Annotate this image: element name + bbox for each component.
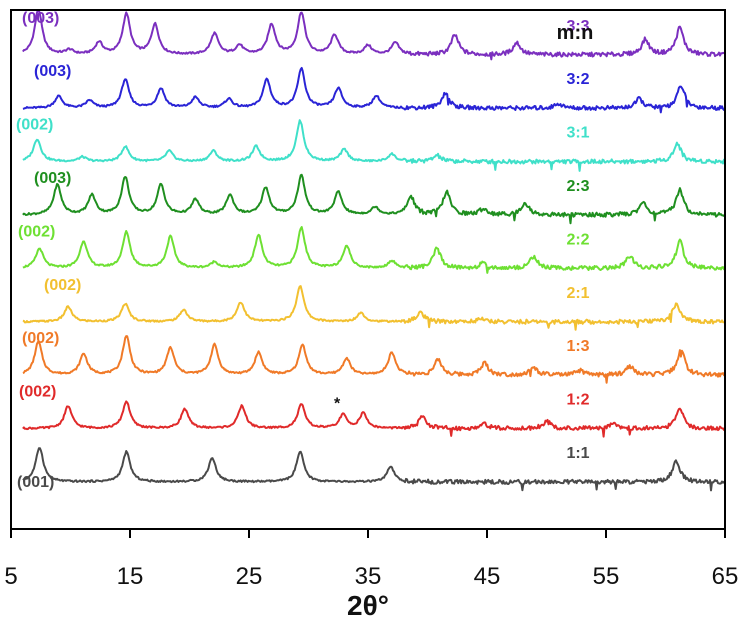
x-tick-label: 5 xyxy=(4,563,17,590)
x-tick-label: 45 xyxy=(474,563,501,590)
series-line-2-1 xyxy=(22,285,726,331)
ratio-label-2-1: 2:1 xyxy=(566,285,589,302)
x-axis-title: 2θ° xyxy=(347,590,389,621)
plane-label-3-1: (002) xyxy=(16,117,53,134)
ratio-label-1-2: 1:2 xyxy=(566,392,589,409)
labels-layer: 3:3 (003) 3:2 (003) 3:1 (002) 2:3 (003) 2:2 (002)… xyxy=(16,10,590,491)
plane-label-2-2: (002) xyxy=(18,223,55,240)
plane-label-1-1: (001) xyxy=(17,474,54,491)
ratio-label-2-3: 2:3 xyxy=(566,178,589,195)
ratio-label-3-3: 3:3 xyxy=(566,18,589,35)
series-line-1-2 xyxy=(22,400,726,438)
curves-layer xyxy=(22,9,726,492)
series-line-2-3 xyxy=(22,173,726,225)
ratio-label-3-2: 3:2 xyxy=(566,71,589,88)
plane-label-1-3: (002) xyxy=(22,330,59,347)
series-line-3-3 xyxy=(22,9,726,61)
plane-label-2-1: (002) xyxy=(44,277,81,294)
series-line-1-3 xyxy=(22,335,726,384)
series-line-3-2 xyxy=(22,66,726,114)
plane-label-2-3: (003) xyxy=(34,170,71,187)
ratio-label-1-3: 1:3 xyxy=(566,338,589,355)
series-line-2-2 xyxy=(22,226,726,274)
ratio-label-2-2: 2:2 xyxy=(566,231,589,248)
series-line-1-1 xyxy=(22,447,726,492)
ratio-label-3-1: 3:1 xyxy=(566,125,589,142)
plane-label-1-2: (002) xyxy=(19,384,56,401)
x-tick-label: 15 xyxy=(117,563,144,590)
plane-label-3-3: (003) xyxy=(22,10,59,27)
x-tick-label: 55 xyxy=(593,563,620,590)
x-tick-label: 65 xyxy=(712,563,739,590)
x-tick-label: 25 xyxy=(236,563,263,590)
plane-label-3-2: (003) xyxy=(34,63,71,80)
series-line-3-1 xyxy=(22,119,726,172)
x-axis: 5 15 25 35 45 55 65 xyxy=(4,529,738,590)
x-tick-label: 35 xyxy=(355,563,382,590)
legend-title: m:n xyxy=(557,22,594,44)
ratio-label-1-1: 1:1 xyxy=(566,445,589,462)
plot-frame xyxy=(10,9,726,530)
impurity-asterisk: * xyxy=(334,396,341,413)
